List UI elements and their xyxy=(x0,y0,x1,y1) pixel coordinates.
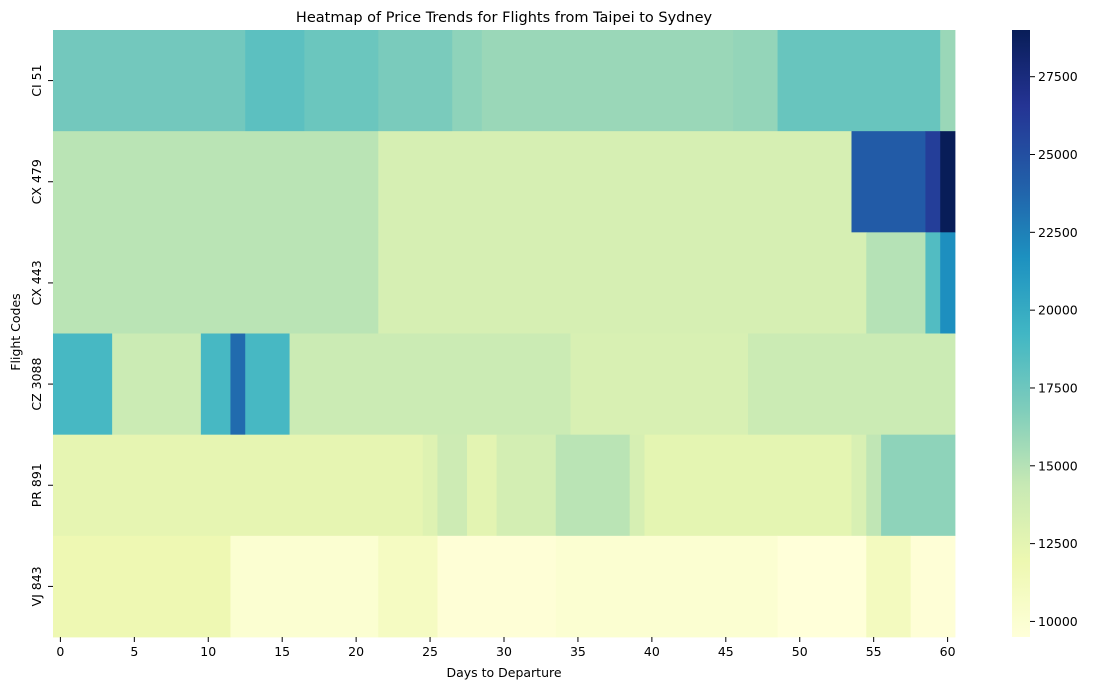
heatmap-cell-pr-891-10 xyxy=(881,434,956,537)
x-axis-label: Days to Departure xyxy=(446,665,561,680)
y-tick-label: CZ 3088 xyxy=(29,357,44,410)
heatmap-cell-cx-443-2 xyxy=(866,232,926,334)
heatmap-cell-cz-3088-5 xyxy=(289,333,571,436)
heatmap-cell-pr-891-6 xyxy=(629,434,645,537)
colorbar-tick-label: 20000 xyxy=(1038,303,1078,318)
colorbar-tick-label: 25000 xyxy=(1038,147,1078,162)
x-tick-label: 20 xyxy=(348,644,364,659)
heatmap-cell-vj-843-5 xyxy=(777,535,867,638)
y-tick-label: CX 443 xyxy=(29,260,44,305)
heatmap-cell-ci-51-4 xyxy=(452,30,483,132)
colorbar-tick-label: 22500 xyxy=(1038,225,1078,240)
heatmap-cell-pr-891-9 xyxy=(866,434,882,537)
heatmap-cell-pr-891-2 xyxy=(437,434,468,537)
x-tick-label: 30 xyxy=(496,644,512,659)
x-axis: 0 5 10 15 20 25 30 35 40 45 50 55 60 xyxy=(56,637,956,659)
heatmap-cell-pr-891-7 xyxy=(644,434,852,537)
x-tick-label: 15 xyxy=(274,644,290,659)
heatmap-cell-vj-843-0 xyxy=(53,535,231,638)
y-tick-label: PR 891 xyxy=(29,463,44,507)
heatmap-cell-pr-891-4 xyxy=(496,434,557,537)
heatmap-cell-ci-51-5 xyxy=(481,30,734,132)
heatmap-cell-pr-891-3 xyxy=(467,434,497,537)
y-tick-label: CI 51 xyxy=(29,64,44,96)
x-tick-label: 50 xyxy=(792,644,808,659)
heatmap-cell-cz-3088-3 xyxy=(230,333,246,436)
colorbar-tick-label: 12500 xyxy=(1038,536,1078,551)
heatmap-cell-pr-891-1 xyxy=(422,434,438,537)
chart-title: Heatmap of Price Trends for Flights from… xyxy=(296,10,713,26)
heatmap-cell-vj-843-6 xyxy=(866,535,912,638)
colorbar: 10000 12500 15000 17500 20000 22500 25000 27500 xyxy=(1012,30,1078,637)
heatmap-cell-cx-443-1 xyxy=(378,232,867,334)
heatmap-cell-ci-51-8 xyxy=(940,30,956,132)
heatmap-cell-pr-891-5 xyxy=(555,434,631,537)
heatmap-cell-vj-843-4 xyxy=(555,535,778,638)
heatmap-cell-cz-3088-0 xyxy=(53,333,113,436)
colorbar-tick-label: 15000 xyxy=(1038,458,1078,473)
heatmap-cell-vj-843-7 xyxy=(910,535,956,638)
heatmap-cell-ci-51-3 xyxy=(378,30,453,132)
heatmap-cell-cx-479-1 xyxy=(378,131,852,233)
heatmap-cells xyxy=(53,30,956,638)
heatmap-cell-cx-479-2 xyxy=(851,131,926,233)
heatmap-cell-cx-479-3 xyxy=(925,131,941,233)
x-tick-label: 0 xyxy=(56,644,64,659)
heatmap-cell-cz-3088-1 xyxy=(112,333,202,436)
colorbar-gradient xyxy=(1012,30,1030,637)
heatmap-cell-pr-891-8 xyxy=(851,434,867,537)
heatmap-cell-cz-3088-7 xyxy=(747,333,956,436)
heatmap-cell-cx-479-0 xyxy=(53,131,379,233)
x-tick-label: 25 xyxy=(422,644,438,659)
x-tick-label: 10 xyxy=(200,644,216,659)
heatmap-cell-ci-51-7 xyxy=(777,30,941,132)
y-tick-label: CX 479 xyxy=(29,159,44,204)
heatmap-cell-cz-3088-6 xyxy=(570,333,749,436)
heatmap-cell-cx-443-4 xyxy=(940,232,956,334)
heatmap-cell-ci-51-0 xyxy=(53,30,246,132)
x-tick-label: 60 xyxy=(940,644,956,659)
heatmap-cell-cx-443-0 xyxy=(53,232,379,334)
x-tick-label: 45 xyxy=(718,644,734,659)
x-tick-label: 40 xyxy=(644,644,660,659)
colorbar-tick-label: 17500 xyxy=(1038,380,1078,395)
heatmap-cell-cz-3088-2 xyxy=(200,333,231,436)
y-axis: CI 51 CX 479 CX 443 CZ 3088 PR 891 VJ 843 xyxy=(29,64,53,606)
colorbar-tick-label: 27500 xyxy=(1038,69,1078,84)
heatmap-cell-cx-479-4 xyxy=(940,131,956,233)
x-tick-label: 35 xyxy=(570,644,586,659)
heatmap-cell-vj-843-2 xyxy=(378,535,438,638)
heatmap-cell-vj-843-3 xyxy=(437,535,557,638)
x-tick-label: 5 xyxy=(130,644,138,659)
x-tick-label: 55 xyxy=(866,644,882,659)
y-axis-label: Flight Codes xyxy=(8,293,23,370)
heatmap-cell-cz-3088-4 xyxy=(245,333,290,436)
heatmap-cell-ci-51-1 xyxy=(245,30,305,132)
y-tick-label: VJ 843 xyxy=(29,566,44,606)
heatmap-cell-pr-891-0 xyxy=(53,434,424,537)
heatmap-cell-ci-51-6 xyxy=(733,30,778,132)
colorbar-tick-label: 10000 xyxy=(1038,614,1078,629)
heatmap-cell-cx-443-3 xyxy=(925,232,941,334)
heatmap-cell-ci-51-2 xyxy=(304,30,379,132)
heatmap-cell-vj-843-1 xyxy=(230,535,379,638)
